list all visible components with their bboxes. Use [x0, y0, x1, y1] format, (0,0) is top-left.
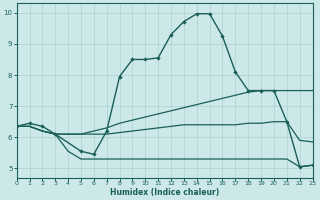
X-axis label: Humidex (Indice chaleur): Humidex (Indice chaleur) — [110, 188, 219, 197]
